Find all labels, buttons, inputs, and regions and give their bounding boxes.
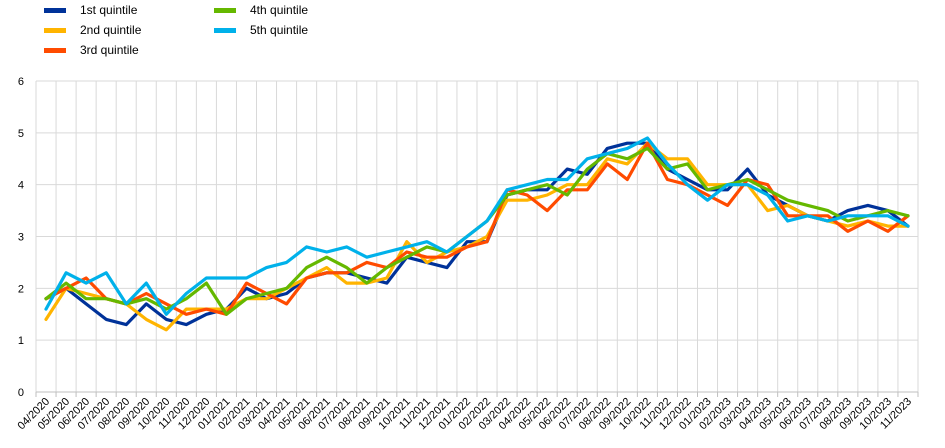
y-tick-label: 6 — [18, 76, 24, 88]
legend-item-4th-quintile: 4th quintile — [214, 0, 308, 20]
y-tick-label: 3 — [18, 232, 24, 244]
legend-label-4th-quintile: 4th quintile — [250, 3, 309, 17]
legend-item-3rd-quintile: 3rd quintile — [44, 40, 139, 60]
chart-legend: 1st quintile 2nd quintile 3rd quintile 4… — [0, 0, 945, 70]
legend-label-3rd-quintile: 3rd quintile — [80, 43, 139, 57]
x-axis-ticks: 04/202005/202006/202007/202008/202009/20… — [16, 396, 915, 433]
chart-axes — [35, 391, 919, 397]
series-line-2nd-quintile — [44, 141, 910, 332]
chart-series — [44, 136, 910, 332]
chart-grid — [35, 80, 919, 392]
legend-swatch-5th-quintile — [214, 27, 236, 33]
y-axis-ticks: 0 1 2 3 4 5 6 — [18, 76, 24, 399]
legend-label-5th-quintile: 5th quintile — [250, 23, 309, 37]
legend-swatch-1st-quintile — [44, 7, 66, 13]
y-tick-label: 1 — [18, 335, 24, 347]
legend-label-1st-quintile: 1st quintile — [80, 3, 138, 17]
legend-label-2nd-quintile: 2nd quintile — [80, 23, 142, 37]
y-tick-label: 0 — [18, 387, 24, 399]
y-tick-label: 2 — [18, 283, 24, 295]
legend-swatch-4th-quintile — [214, 7, 236, 13]
legend-item-2nd-quintile: 2nd quintile — [44, 20, 141, 40]
legend-swatch-3rd-quintile — [44, 47, 66, 53]
series-line-3rd-quintile — [44, 141, 910, 316]
legend-item-5th-quintile: 5th quintile — [214, 20, 308, 40]
y-tick-label: 4 — [18, 180, 24, 192]
y-tick-label: 5 — [18, 128, 24, 140]
legend-swatch-2nd-quintile — [44, 27, 66, 33]
legend-item-1st-quintile: 1st quintile — [44, 0, 137, 20]
series-line-5th-quintile — [44, 136, 910, 316]
